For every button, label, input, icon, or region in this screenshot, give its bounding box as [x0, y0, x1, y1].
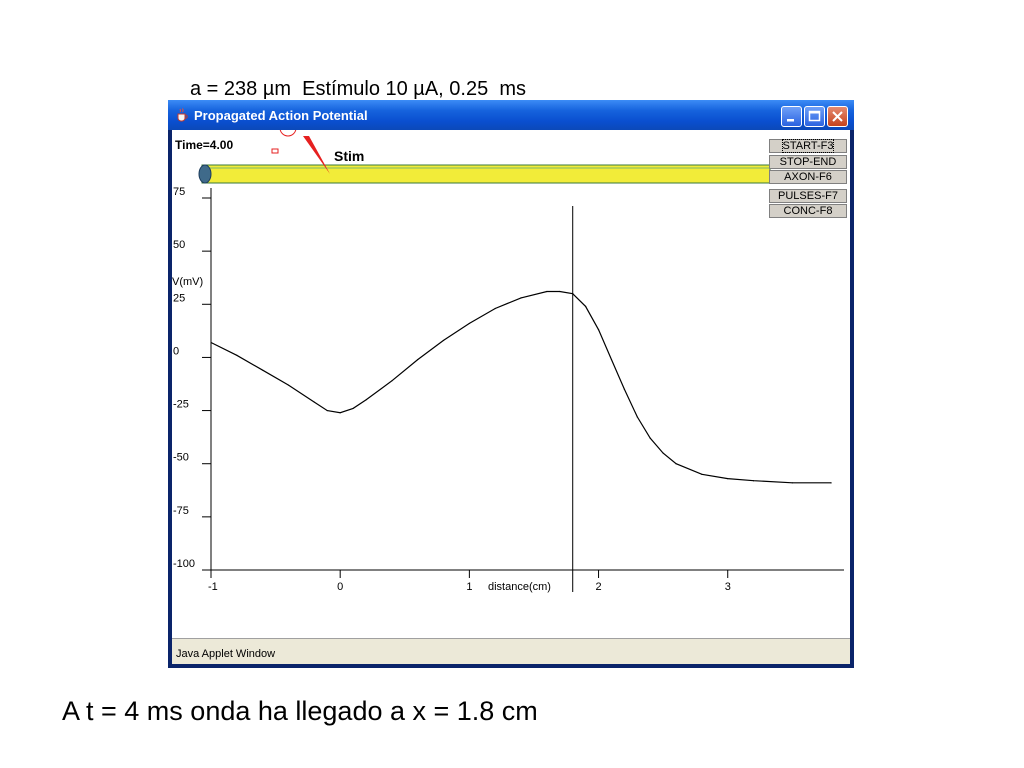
y-tick-label: 50	[173, 239, 185, 251]
start-button[interactable]: START-F3	[769, 139, 847, 153]
slide-bottom-caption: A t = 4 ms onda ha llegado a x = 1.8 cm	[62, 696, 538, 726]
voltage-point	[313, 401, 315, 403]
plot-area: 75 50 25 0 -25 -50 -75 -100 -1 0 1 2 3 V(mV) distance(…	[172, 186, 844, 593]
status-text: Java Applet Window	[176, 648, 276, 660]
y-tick-label: -25	[173, 399, 189, 411]
applet-window: Propagated Action Potential 75 50 25 0 -25 -5…	[168, 100, 854, 668]
voltage-point	[597, 329, 600, 331]
x-tick-label: 1	[466, 581, 472, 593]
stim-electrode-box	[271, 148, 279, 154]
voltage-point	[326, 409, 328, 412]
voltage-point	[339, 412, 341, 414]
voltage-point	[520, 297, 522, 299]
x-axis-label: distance(cm)	[488, 581, 551, 593]
voltage-point	[830, 482, 832, 484]
stim-marker-icon	[303, 136, 330, 174]
x-tick-label: 2	[596, 581, 602, 593]
voltage-point	[494, 307, 496, 310]
minimize-icon	[787, 119, 794, 122]
close-icon	[832, 111, 843, 122]
voltage-point	[675, 463, 677, 465]
y-tick-label: -100	[173, 558, 195, 570]
voltage-point	[236, 354, 238, 356]
time-label: Time=4.00	[175, 138, 234, 152]
voltage-point	[701, 473, 703, 475]
voltage-point	[210, 341, 212, 344]
x-tick-label: -1	[208, 581, 218, 593]
slide-top-caption: a = 238 µm Estímulo 10 µA, 0.25 ms	[190, 78, 526, 100]
voltage-point	[791, 482, 793, 484]
voltage-point	[417, 358, 419, 361]
voltage-point	[365, 399, 367, 401]
y-tick-label: 25	[173, 292, 185, 304]
voltage-point	[352, 407, 354, 410]
voltage-point	[287, 384, 290, 386]
applet-canvas[interactable]: 75 50 25 0 -25 -50 -75 -100 -1 0 1 2 3 V(mV) distance(…	[172, 130, 850, 664]
voltage-point	[391, 380, 393, 382]
voltage-point	[559, 290, 561, 293]
window-titlebar[interactable]: Propagated Action Potential	[168, 100, 854, 130]
voltage-point	[662, 452, 664, 454]
voltage-point	[546, 290, 548, 293]
window-title: Propagated Action Potential	[194, 108, 368, 123]
axon-button[interactable]: AXON-F6	[769, 170, 847, 184]
voltage-point	[572, 293, 574, 295]
voltage-point	[623, 388, 625, 390]
voltage-point	[636, 416, 638, 418]
stim-electrode-circle	[279, 130, 297, 137]
conc-button[interactable]: CONC-F8	[769, 204, 847, 218]
voltage-point	[752, 480, 755, 482]
stim-label: Stim	[334, 148, 365, 164]
voltage-point	[585, 305, 587, 308]
pulses-button[interactable]: PULSES-F7	[769, 189, 847, 203]
voltage-point	[649, 437, 651, 439]
voltage-point	[727, 477, 729, 480]
y-tick-label: 0	[173, 345, 179, 357]
y-tick-label: -50	[173, 452, 189, 464]
voltage-point	[442, 339, 445, 342]
y-axis-label: V(mV)	[172, 276, 203, 288]
y-tick-label: 75	[173, 186, 185, 198]
voltage-point	[262, 369, 264, 371]
status-bar: Java Applet Window	[172, 638, 850, 664]
voltage-point	[468, 322, 470, 325]
x-tick-label: 0	[337, 581, 343, 593]
maximize-icon	[808, 110, 821, 122]
axon-end-cap	[198, 164, 212, 184]
voltage-point	[610, 358, 613, 361]
x-tick-label: 3	[725, 581, 731, 593]
applet-drawing: 75 50 25 0 -25 -50 -75 -100 -1 0 1 2 3 V(mV) distance(…	[172, 130, 844, 593]
java-cup-icon	[177, 108, 188, 122]
y-tick-label: -75	[173, 505, 189, 517]
stop-button[interactable]: STOP-END	[769, 155, 847, 169]
minimize-button[interactable]	[781, 106, 802, 127]
maximize-button[interactable]	[804, 106, 825, 127]
close-button[interactable]	[827, 106, 848, 127]
voltage-curve	[210, 290, 832, 484]
